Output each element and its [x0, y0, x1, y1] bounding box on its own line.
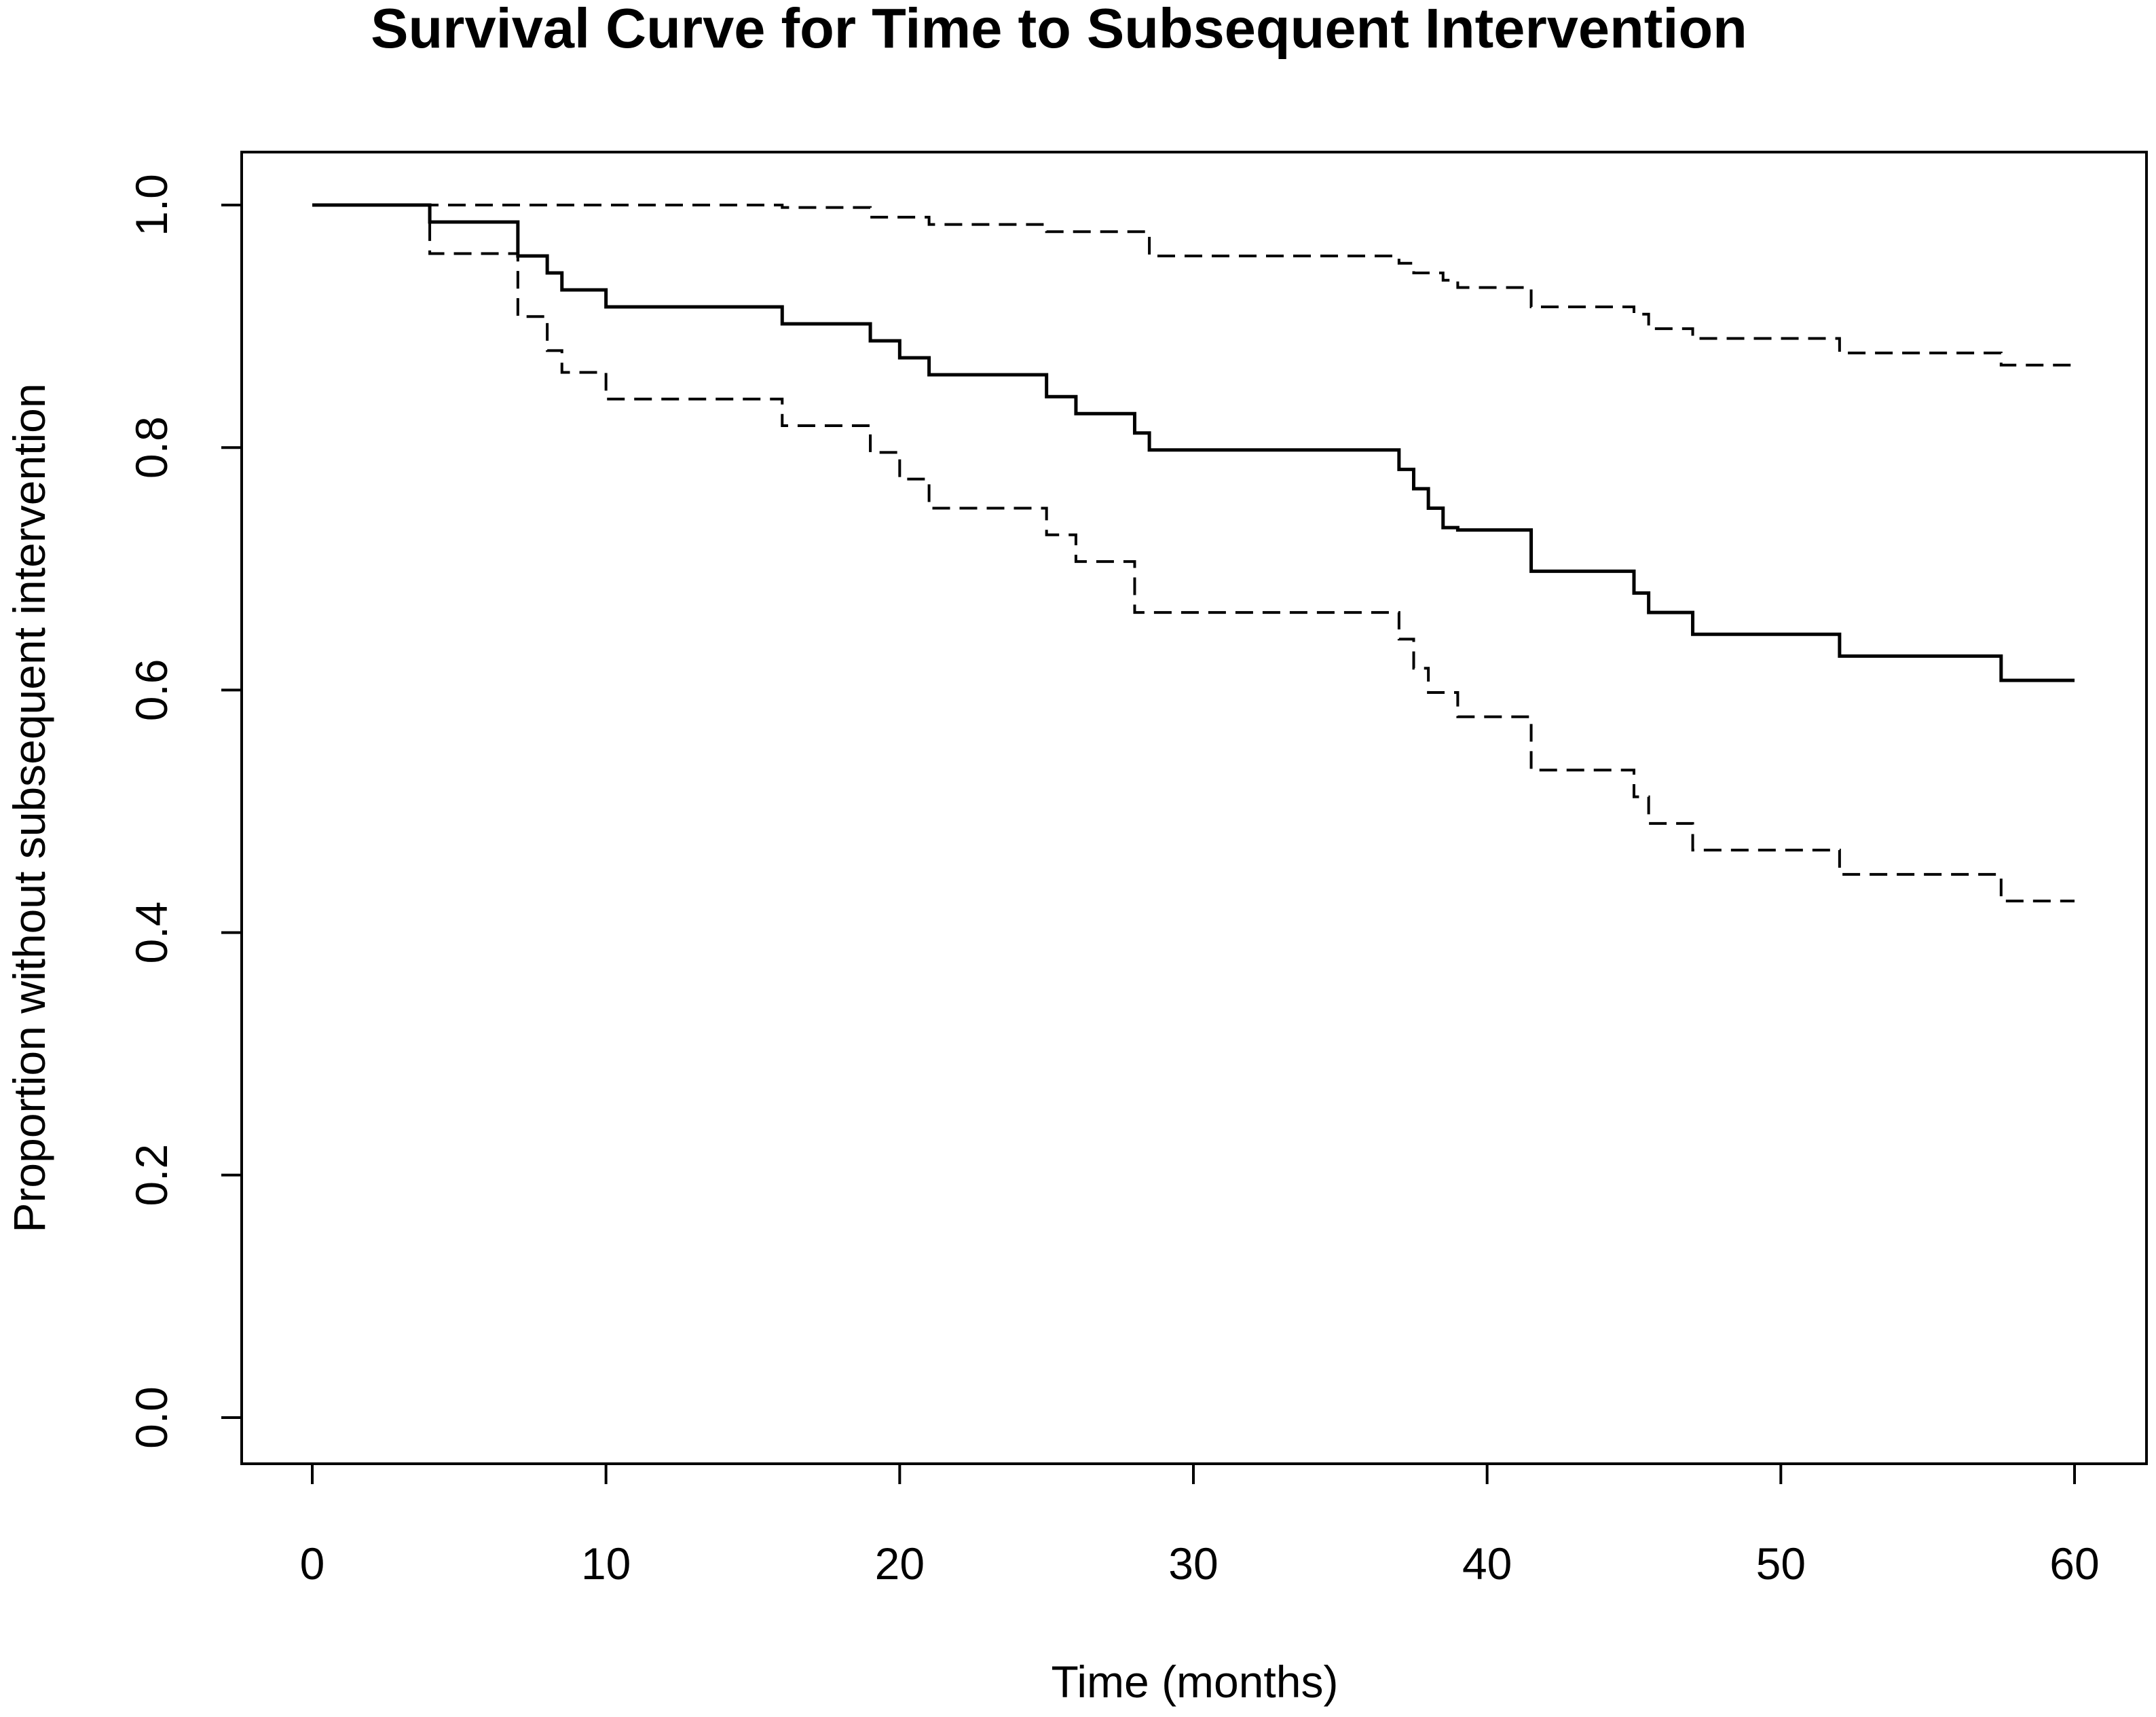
y-tick-label: 0.8: [126, 416, 176, 479]
upper-confidence-line: [312, 204, 2075, 367]
y-axis-label: Proportion without subsequent interventi…: [4, 383, 54, 1232]
chart-title: Survival Curve for Time to Subsequent In…: [371, 0, 1747, 60]
x-tick-label: 50: [1756, 1538, 1806, 1589]
y-tick-label: 0.4: [126, 902, 176, 964]
x-tick-label: 40: [1462, 1538, 1512, 1589]
x-tick-label: 10: [581, 1538, 631, 1589]
x-tick-label: 20: [875, 1538, 925, 1589]
y-axis: 0.0 0.2 0.4 0.6 0.8 1.0: [126, 174, 243, 1449]
lower-confidence-line: [312, 204, 2075, 903]
x-axis-label: Time (months): [1052, 1657, 1339, 1707]
y-tick-label: 0.6: [126, 659, 176, 722]
x-tick-label: 30: [1168, 1538, 1218, 1589]
x-axis: 0 10 20 30 40 50 60: [300, 1462, 2100, 1589]
series-group: [312, 203, 2075, 903]
survival-line: [312, 203, 2075, 682]
y-tick-label: 0.0: [126, 1386, 176, 1449]
y-tick-label: 0.2: [126, 1144, 176, 1206]
y-tick-label: 1.0: [126, 174, 176, 236]
x-tick-label: 0: [300, 1538, 325, 1589]
x-tick-label: 60: [2049, 1538, 2099, 1589]
